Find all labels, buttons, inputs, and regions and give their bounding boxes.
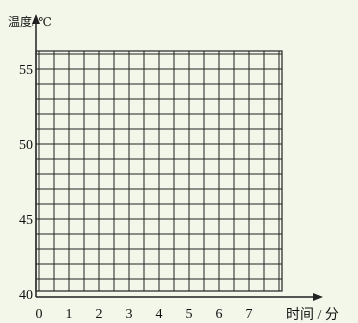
- x-tick-label: 0: [36, 307, 43, 322]
- x-tick-label: 7: [246, 307, 253, 322]
- y-tick-label: 40: [19, 288, 33, 303]
- y-tick-label: 50: [19, 138, 33, 153]
- x-tick-label: 1: [66, 307, 73, 322]
- x-tick-label: 5: [186, 307, 193, 322]
- x-tick-label: 4: [156, 307, 163, 322]
- x-tick-label: 3: [126, 307, 133, 322]
- x-tick-label: 2: [96, 307, 103, 322]
- y-tick-label: 45: [19, 213, 33, 228]
- y-tick-label: 55: [19, 63, 33, 78]
- y-axis-label: 温度/ ℃: [8, 14, 52, 29]
- x-tick-label: 6: [216, 307, 223, 322]
- chart-axes: [32, 14, 323, 301]
- y-axis-arrow: [32, 14, 40, 24]
- x-axis-arrow: [313, 293, 323, 301]
- chart-grid: [35, 50, 283, 292]
- y-tick-labels: 40 45 50 55: [19, 63, 33, 303]
- x-axis-label: 时间 / 分: [286, 307, 339, 323]
- x-tick-labels: 0 1 2 3 4 5 6 7: [36, 307, 253, 322]
